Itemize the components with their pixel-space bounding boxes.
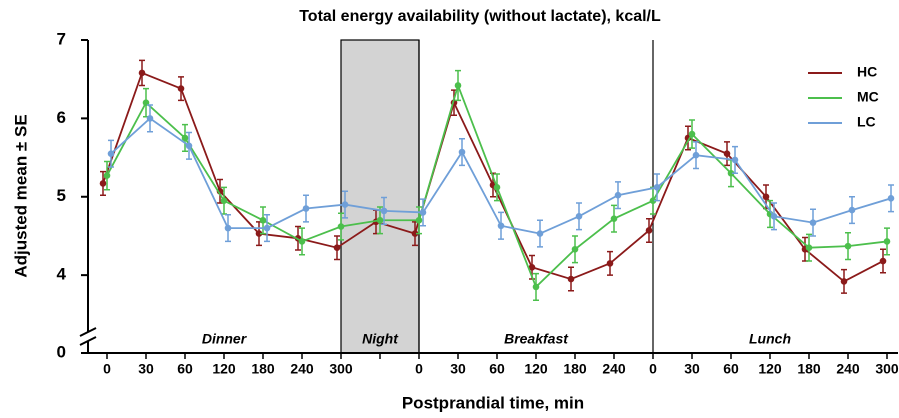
data-point <box>727 169 735 177</box>
data-point <box>809 219 817 226</box>
legend-label: MC <box>857 89 879 105</box>
data-point <box>653 184 661 191</box>
x-tick-label: 240 <box>836 361 860 377</box>
data-point <box>146 115 154 122</box>
data-point <box>493 184 501 191</box>
x-tick-label: 0 <box>649 361 657 377</box>
data-point <box>103 172 111 179</box>
x-tick-label: 60 <box>489 361 505 377</box>
data-point <box>337 223 345 230</box>
x-tick-label: 30 <box>684 361 700 377</box>
x-tick-label: 60 <box>723 361 739 377</box>
data-point <box>220 197 228 204</box>
data-point <box>259 216 267 224</box>
x-tick-label: 120 <box>524 361 548 377</box>
x-tick-label: 30 <box>138 361 154 377</box>
data-point <box>883 238 891 245</box>
chart-title: Total energy availability (without lacta… <box>299 8 661 25</box>
data-point <box>298 238 306 245</box>
x-tick-label: 300 <box>329 361 353 377</box>
data-point <box>458 148 466 156</box>
data-point <box>762 193 770 201</box>
y-tick-label: 4 <box>57 265 67 284</box>
data-point <box>454 82 462 89</box>
data-point <box>536 230 544 237</box>
data-point <box>614 191 622 199</box>
y-tick-label: 5 <box>57 186 66 205</box>
section-label: Lunch <box>749 331 791 347</box>
section-label: Dinner <box>202 331 248 347</box>
data-point <box>224 224 232 232</box>
section-label: Breakfast <box>504 331 569 347</box>
x-tick-label: 0 <box>103 361 111 377</box>
data-point <box>606 260 614 267</box>
section-label: Night <box>362 331 399 347</box>
data-point <box>415 216 423 224</box>
data-point <box>532 283 540 291</box>
data-point <box>302 205 310 212</box>
data-point <box>649 197 657 204</box>
y-axis-label: Adjusted mean ± SE <box>11 114 30 277</box>
data-point <box>567 275 575 283</box>
data-point <box>844 242 852 250</box>
x-tick-label: 60 <box>177 361 193 377</box>
x-tick-label: 30 <box>450 361 466 377</box>
data-point <box>723 150 731 157</box>
data-point <box>770 213 778 220</box>
data-point <box>177 85 185 92</box>
data-point <box>731 156 739 164</box>
data-point <box>99 180 107 187</box>
data-point <box>645 227 653 234</box>
data-point <box>255 230 263 237</box>
data-point <box>419 209 427 216</box>
data-point <box>688 130 696 138</box>
x-tick-label: 240 <box>290 361 314 377</box>
data-point <box>848 206 856 214</box>
x-tick-label: 120 <box>212 361 236 377</box>
x-tick-label: 300 <box>875 361 899 377</box>
data-point <box>805 244 813 252</box>
data-point <box>380 207 388 215</box>
x-tick-label: 120 <box>758 361 782 377</box>
x-tick-label: 180 <box>563 361 587 377</box>
data-point <box>333 244 341 252</box>
data-point <box>185 142 193 150</box>
x-tick-label: 180 <box>251 361 275 377</box>
axis-break <box>79 327 97 346</box>
data-point <box>341 201 349 208</box>
data-point <box>181 134 189 142</box>
data-point <box>571 245 579 253</box>
data-point <box>879 257 887 265</box>
data-point <box>411 230 419 237</box>
data-point <box>263 224 271 232</box>
data-point <box>887 195 895 202</box>
data-point <box>528 263 536 271</box>
x-axis-label: Postprandial time, min <box>402 393 584 412</box>
shaded-region <box>340 39 420 354</box>
x-tick-label: 0 <box>415 361 423 377</box>
data-point <box>840 278 848 285</box>
data-point <box>692 151 700 159</box>
data-point <box>497 222 505 230</box>
x-tick-label: 180 <box>797 361 821 377</box>
data-point <box>107 150 115 157</box>
legend-label: LC <box>857 114 876 130</box>
data-point <box>610 215 618 223</box>
y-tick-label: 6 <box>57 108 66 127</box>
data-point <box>575 213 583 220</box>
y-tick-label: 7 <box>57 29 66 48</box>
y-tick-label: 0 <box>57 342 66 361</box>
data-point <box>138 69 146 77</box>
legend-label: HC <box>857 64 877 80</box>
x-tick-label: 240 <box>602 361 626 377</box>
data-point <box>376 216 384 224</box>
